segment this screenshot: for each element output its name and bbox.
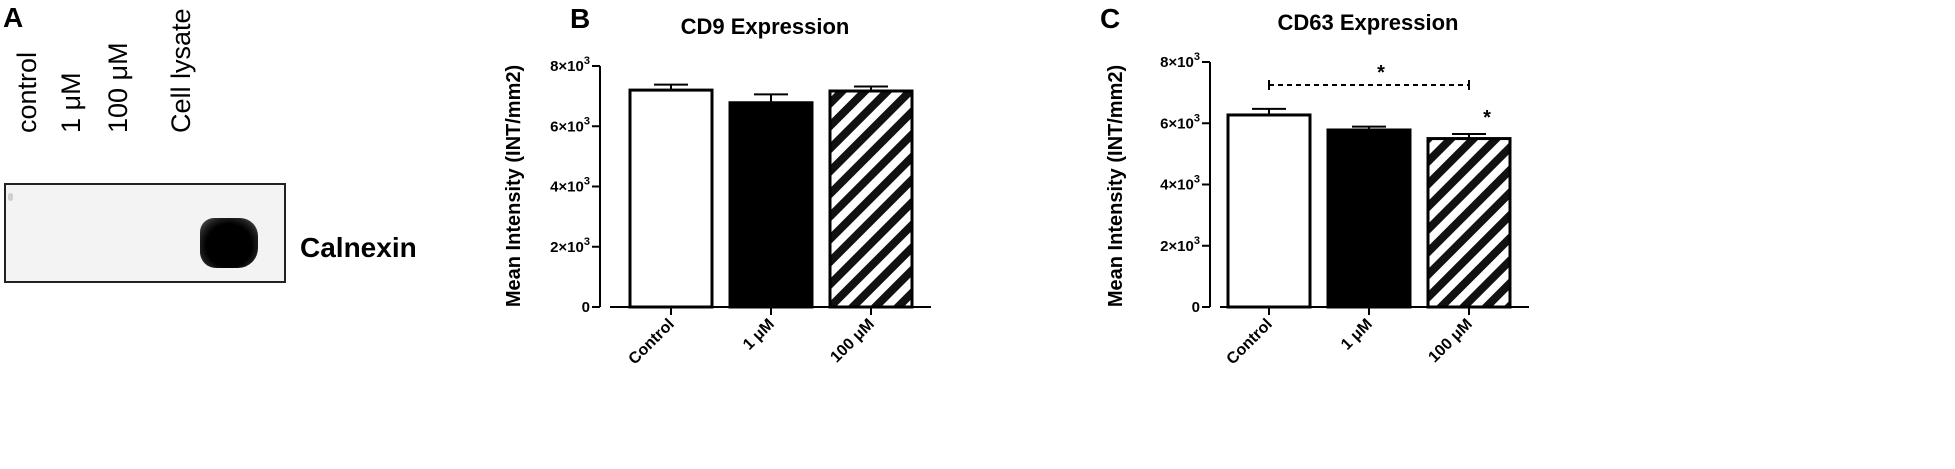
panel-b-chart: B CD9 Expression Mean Intensity (INT/mm2) 0… <box>503 3 931 368</box>
panel-c-y-tick-label: 0 <box>1192 299 1200 316</box>
panel-b-y-tick-label: 6×103 <box>550 115 590 135</box>
panel-b-bar-1 <box>728 101 814 309</box>
panel-a-letter: A <box>3 2 24 33</box>
panel-c-y-tick-label: 2×103 <box>1160 235 1200 255</box>
panel-b-y-tick-label: 8×103 <box>550 55 590 75</box>
panel-c-y-tick-label: 6×103 <box>1160 112 1200 132</box>
blot-faint-mark <box>8 193 13 201</box>
panel-b-y-tick-label: 2×103 <box>550 236 590 256</box>
panel-c-bar-0 <box>1226 113 1312 309</box>
panel-b-y-tick-label: 4×103 <box>550 176 590 196</box>
panel-b-bar-2 <box>828 89 914 309</box>
panel-c-x-tick-label: 1 μM <box>1338 316 1376 354</box>
panel-b-title: CD9 Expression <box>681 14 850 39</box>
panel-c-letter: C <box>1100 3 1120 34</box>
panel-c-significance-star: * <box>1377 62 1385 84</box>
panel-b-x-tick-label: Control <box>626 316 678 368</box>
panel-b-x-tick-label: 100 μM <box>827 316 877 366</box>
panel-b-y-tick-label: 0 <box>582 299 590 316</box>
panel-c-significance-star: * <box>1483 107 1491 129</box>
panel-b-letter: B <box>570 3 590 34</box>
panel-c-x-tick-label: Control <box>1224 316 1276 368</box>
panel-c-y-axis-label: Mean Intensity (INT/mm2) <box>1105 65 1127 307</box>
panel-c-y-tick-label: 8×103 <box>1160 51 1200 71</box>
panel-b-bar-0 <box>628 88 714 309</box>
panel-c-bar-1 <box>1326 128 1412 309</box>
calnexin-label: Calnexin <box>300 232 417 263</box>
panel-c-y-tick-label: 4×103 <box>1160 174 1200 194</box>
panel-c-chart: C CD63 Expression Mean Intensity (INT/mm2)… <box>1100 3 1529 368</box>
panel-c-bar-2 <box>1426 137 1512 309</box>
panel-b-y-axis-label: Mean Intensity (INT/mm2) <box>503 65 525 307</box>
panel-c-title: CD63 Expression <box>1278 10 1459 35</box>
panel-b-x-tick-label: 1 μM <box>740 316 778 354</box>
calnexin-band <box>200 218 258 268</box>
panel-c-x-tick-label: 100 μM <box>1425 316 1475 366</box>
